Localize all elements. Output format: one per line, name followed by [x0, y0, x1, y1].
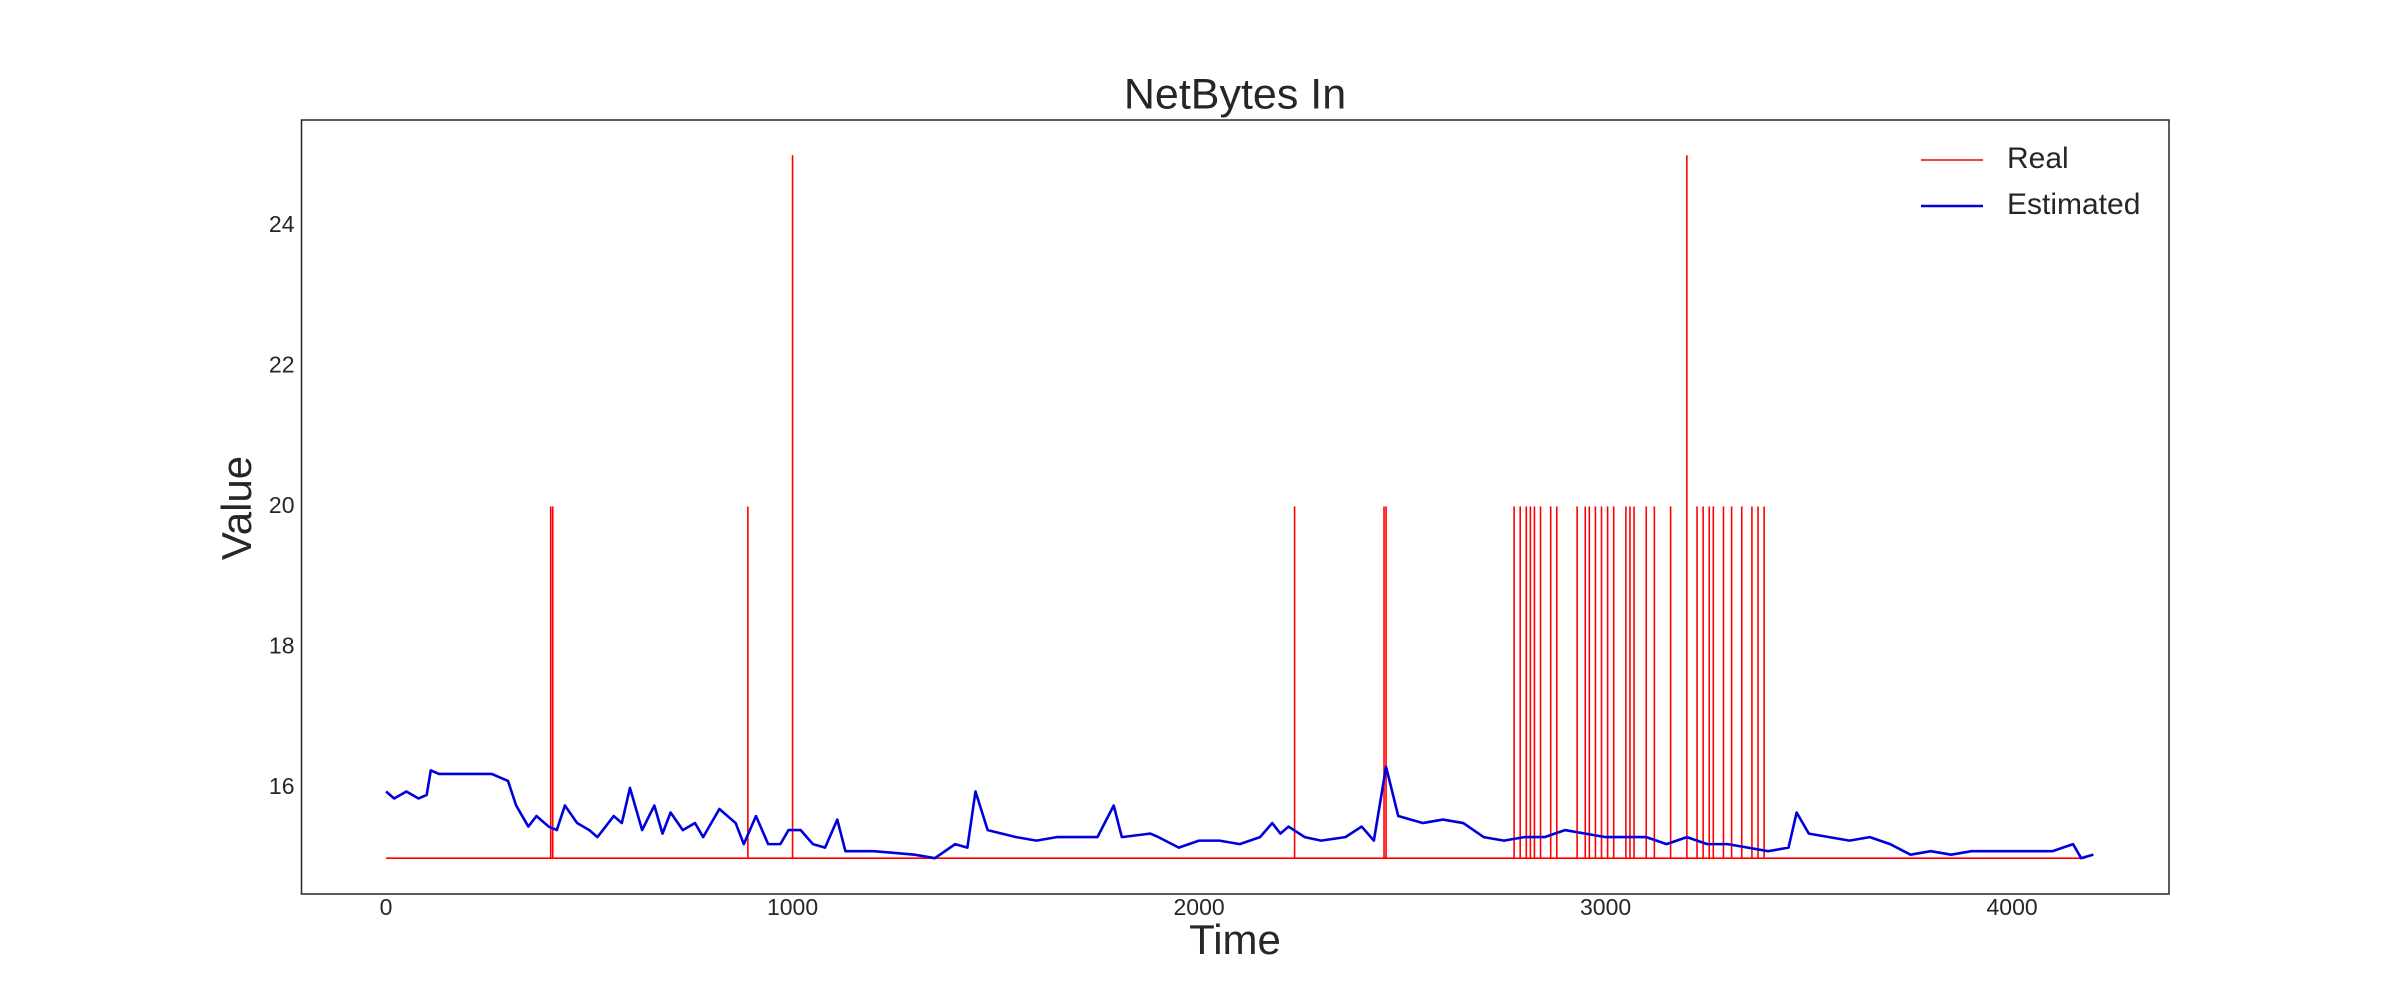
x-tick-label: 2000: [1173, 894, 1224, 920]
legend-label: Real: [2007, 142, 2069, 175]
chart-title: NetBytes In: [1124, 70, 1346, 118]
legend-label: Estimated: [2007, 188, 2140, 221]
x-axis-label: Time: [1189, 916, 1281, 963]
plot-frame: [300, 119, 2170, 895]
x-tick-label: 1000: [767, 894, 818, 920]
y-axis-label: Value: [213, 456, 260, 560]
y-tick-label: 22: [269, 352, 295, 378]
x-tick-label: 4000: [1987, 894, 2038, 920]
series-line: [386, 155, 2086, 859]
y-tick-label: 16: [269, 773, 295, 799]
x-tick-label: 3000: [1580, 894, 1631, 920]
y-tick-label: 20: [269, 492, 295, 518]
y-tick-label: 24: [269, 211, 295, 237]
x-tick-label: 0: [380, 894, 393, 920]
series-line: [385, 765, 2094, 860]
y-tick-label: 18: [269, 633, 295, 659]
